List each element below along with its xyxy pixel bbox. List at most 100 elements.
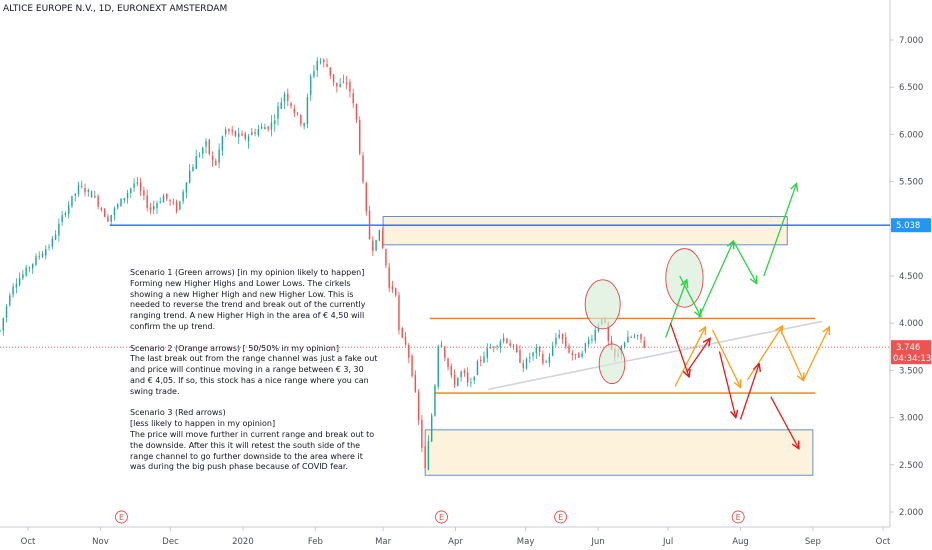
candle-body bbox=[509, 343, 511, 347]
candle-body bbox=[87, 189, 90, 192]
lower-zone bbox=[424, 429, 814, 476]
candle-body bbox=[450, 365, 453, 376]
candle-body bbox=[28, 267, 31, 269]
scenario-notes: Scenario 1 (Green arrows) [in my opinion… bbox=[130, 268, 380, 484]
green-arrow bbox=[679, 275, 701, 317]
candle-body bbox=[267, 126, 269, 130]
candle-body bbox=[58, 223, 60, 236]
candle-body bbox=[280, 102, 282, 109]
red-arrow bbox=[718, 351, 735, 418]
candle-body bbox=[188, 170, 191, 183]
scenario-3-text: Scenario 3 (Red arrows) [less likely to … bbox=[130, 408, 375, 472]
candle-body bbox=[463, 370, 466, 373]
candle-body bbox=[571, 352, 574, 355]
candle-body bbox=[205, 141, 207, 147]
candle-body bbox=[336, 82, 338, 87]
candle-body bbox=[146, 195, 148, 209]
candle-body bbox=[643, 340, 645, 348]
candle-body bbox=[411, 355, 413, 376]
candle-body bbox=[110, 214, 112, 222]
candle-body bbox=[522, 363, 524, 369]
candle-body bbox=[355, 104, 358, 120]
y-tick-label: 4.000 bbox=[899, 319, 923, 329]
candle-body bbox=[470, 382, 472, 384]
red-arrow bbox=[770, 396, 799, 449]
candle-body bbox=[149, 207, 152, 210]
candle-body bbox=[51, 238, 54, 247]
candle-body bbox=[175, 201, 178, 212]
candle-body bbox=[473, 376, 475, 381]
candle-body bbox=[254, 132, 256, 134]
candle-body bbox=[535, 347, 538, 354]
scenario-1-text: Scenario 1 (Green arrows) [in my opinion… bbox=[130, 268, 366, 331]
scenario-2-text: Scenario 2 (Orange arrows) [ 50/50% in m… bbox=[130, 343, 378, 396]
candle-body bbox=[2, 318, 4, 331]
level-price-text: 5.038 bbox=[896, 221, 920, 231]
y-tick-label: 6.500 bbox=[899, 83, 923, 93]
candle-body bbox=[5, 305, 8, 318]
candle-body bbox=[202, 148, 204, 154]
candle-body bbox=[143, 190, 145, 196]
candle-body bbox=[332, 74, 335, 83]
candle-body bbox=[489, 347, 492, 349]
candle-body bbox=[303, 123, 305, 127]
candle-body bbox=[84, 187, 86, 193]
candle-body bbox=[349, 82, 351, 92]
candle-body bbox=[211, 155, 214, 160]
y-tick-label: 5.500 bbox=[899, 178, 923, 188]
candle-body bbox=[574, 354, 577, 356]
candle-body bbox=[117, 204, 119, 208]
candle-body bbox=[525, 358, 528, 369]
candle-body bbox=[12, 286, 14, 295]
candle-body bbox=[179, 201, 181, 210]
candle-body bbox=[241, 133, 243, 136]
candle-body bbox=[342, 81, 345, 83]
countdown-text: 04:34:13 bbox=[893, 354, 931, 364]
candle-body bbox=[323, 59, 325, 63]
candle-body bbox=[578, 352, 580, 358]
candle-body bbox=[378, 229, 381, 241]
candle-body bbox=[264, 127, 266, 130]
earnings-event-marker bbox=[731, 510, 745, 524]
candle-body bbox=[25, 267, 27, 276]
higher-high-circle bbox=[584, 279, 621, 330]
candle-body bbox=[251, 132, 253, 136]
candle-body bbox=[394, 288, 397, 296]
orange-arrow bbox=[711, 329, 740, 388]
candle-body bbox=[607, 322, 610, 341]
candle-body bbox=[283, 94, 286, 102]
candle-body bbox=[391, 286, 394, 290]
candle-body bbox=[587, 339, 590, 345]
candle-body bbox=[45, 249, 47, 256]
candle-body bbox=[375, 239, 377, 251]
last-price-tag bbox=[891, 340, 931, 365]
y-tick-label: 2.000 bbox=[899, 508, 923, 518]
candle-body bbox=[542, 354, 544, 364]
candle-body bbox=[627, 336, 629, 343]
candle-body bbox=[630, 336, 632, 338]
candle-body bbox=[48, 246, 50, 248]
orange-arrow bbox=[779, 328, 803, 381]
candle-body bbox=[483, 356, 485, 363]
trend-channel-line bbox=[488, 320, 823, 391]
x-tick-label: Sep bbox=[805, 537, 821, 547]
candle-body bbox=[0, 330, 1, 332]
candle-body bbox=[130, 188, 132, 193]
candle-body bbox=[623, 342, 626, 347]
candle-body bbox=[408, 344, 410, 358]
candle-body bbox=[260, 126, 263, 129]
candle-body bbox=[257, 129, 260, 136]
upper-zone bbox=[382, 216, 788, 246]
candle-body bbox=[152, 206, 155, 210]
candle-body bbox=[584, 343, 587, 352]
candle-body bbox=[636, 335, 639, 337]
candle-body bbox=[368, 210, 371, 240]
candle-body bbox=[54, 234, 57, 240]
candle-body bbox=[71, 195, 73, 207]
candle-body bbox=[224, 129, 227, 135]
candle-body bbox=[277, 106, 279, 119]
earnings-event-marker bbox=[115, 510, 128, 524]
candle-body bbox=[486, 348, 489, 358]
candle-body bbox=[306, 97, 309, 125]
